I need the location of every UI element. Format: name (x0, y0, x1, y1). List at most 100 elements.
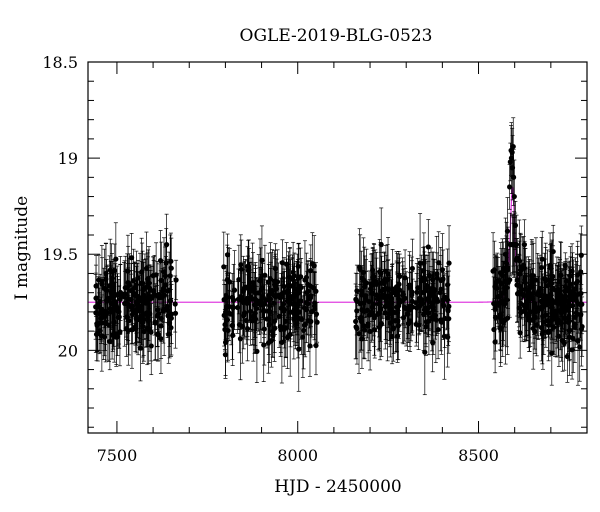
data-point (436, 231, 442, 295)
data-point-marker (98, 315, 104, 321)
data-point-marker (445, 308, 451, 314)
data-point (163, 256, 169, 314)
data-point-marker (358, 318, 365, 324)
data-point-marker (173, 277, 179, 283)
data-point-marker (236, 276, 242, 283)
y-axis-label: I magnitude (12, 196, 32, 300)
x-tick-label: 8500 (458, 446, 499, 465)
data-point-marker (562, 315, 568, 321)
data-point (393, 251, 400, 323)
data-point (267, 276, 273, 336)
data-point (434, 252, 440, 304)
data-point (94, 298, 100, 352)
data-point-marker (535, 308, 541, 314)
data-point-marker (369, 304, 376, 310)
data-point-marker (575, 272, 581, 278)
data-point-marker (256, 290, 262, 296)
data-point (244, 296, 251, 362)
data-point-marker (512, 222, 519, 228)
data-point-marker (504, 266, 511, 273)
data-point-marker (275, 292, 281, 299)
data-point-marker (222, 339, 229, 345)
data-point (511, 159, 517, 234)
data-point-marker (366, 298, 372, 305)
data-point-marker (504, 228, 511, 234)
data-point (413, 302, 419, 347)
data-point-marker (540, 328, 546, 335)
data-point-marker (258, 302, 264, 308)
data-point (431, 271, 437, 321)
data-point-marker (122, 291, 128, 297)
data-point-marker (138, 308, 144, 314)
x-axis-label: HJD - 2450000 (274, 477, 402, 497)
y-tick-label: 19 (58, 149, 78, 168)
data-point (541, 277, 547, 332)
data-point (271, 280, 278, 362)
data-point-marker (101, 311, 107, 317)
data-point (426, 271, 432, 332)
data-point (445, 275, 451, 346)
data-point (503, 217, 509, 291)
data-point-marker (260, 294, 266, 301)
data-point-marker (276, 313, 282, 319)
data-point-marker (395, 322, 401, 329)
data-point-marker (158, 277, 164, 284)
data-point-marker (577, 344, 583, 350)
data-point (501, 297, 507, 346)
data-point (521, 236, 527, 294)
data-point (550, 224, 556, 279)
data-point (113, 222, 119, 296)
data-point (422, 290, 428, 329)
data-point-marker (145, 295, 151, 301)
data-point-marker (500, 265, 506, 272)
data-point (284, 306, 291, 369)
data-point-marker (389, 286, 396, 292)
data-point-marker (164, 242, 170, 248)
data-point-marker (293, 302, 299, 308)
x-tick-label: 7500 (97, 446, 138, 465)
data-point-marker (254, 348, 260, 354)
data-point (293, 279, 299, 330)
data-point-marker (293, 292, 300, 298)
data-point (144, 278, 150, 348)
data-point (559, 270, 565, 332)
data-point-marker (266, 292, 272, 299)
data-point (122, 270, 128, 317)
data-point-marker (372, 278, 378, 284)
data-point (547, 244, 553, 317)
data-point-marker (420, 311, 427, 317)
data-point (385, 259, 391, 320)
data-point-marker (132, 323, 138, 330)
data-point-marker (553, 309, 560, 315)
data-point (231, 263, 237, 337)
data-points-layer (93, 117, 585, 396)
data-point-marker (376, 294, 382, 300)
data-point-marker (279, 339, 285, 345)
data-point-marker (510, 174, 517, 180)
data-point-marker (492, 339, 498, 345)
data-point (564, 330, 570, 383)
data-point (252, 284, 259, 354)
data-point-marker (562, 262, 568, 269)
data-point (154, 285, 161, 348)
data-point-marker (578, 252, 584, 258)
data-point-marker (246, 282, 252, 289)
data-point-marker (548, 265, 554, 271)
data-point (399, 265, 406, 326)
data-point-marker (522, 306, 529, 313)
data-point-marker (93, 331, 100, 337)
data-point (308, 264, 314, 328)
data-point-marker (290, 269, 296, 275)
data-point-marker (101, 285, 107, 292)
data-point-marker (556, 333, 562, 339)
data-point (290, 241, 296, 303)
data-point (226, 289, 232, 337)
data-point-marker (502, 285, 508, 291)
data-point (354, 292, 360, 365)
data-point (439, 233, 446, 307)
y-tick-label: 20 (58, 341, 78, 360)
data-point-marker (226, 310, 232, 316)
data-point-marker (566, 284, 572, 291)
data-point-marker (107, 306, 113, 312)
